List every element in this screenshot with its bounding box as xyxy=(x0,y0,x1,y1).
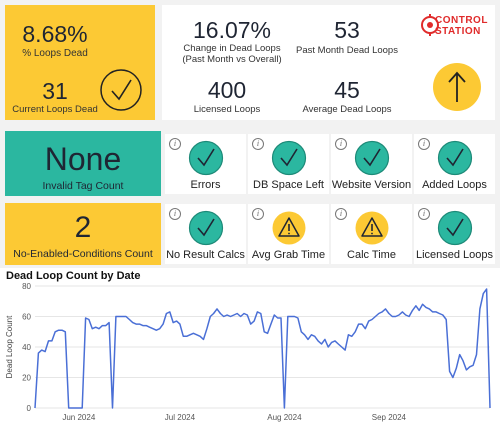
checkmark-icon xyxy=(99,68,143,117)
status-cell-no-result-calcs[interactable]: i No Result Calcs xyxy=(165,204,246,264)
no-enabled-panel: 2 No-Enabled-Conditions Count xyxy=(5,203,161,265)
status-label: No Result Calcs xyxy=(166,249,245,261)
y-tick-label: 60 xyxy=(22,313,31,322)
checkmark-icon xyxy=(188,140,223,176)
warning-icon xyxy=(272,211,305,245)
chart-title: Dead Loop Count by Date xyxy=(6,270,141,282)
info-icon[interactable]: i xyxy=(169,208,181,220)
x-tick-label: Aug 2024 xyxy=(267,413,302,422)
checkmark-icon xyxy=(188,210,223,246)
status-label: Errors xyxy=(190,179,221,191)
logo-line1: CONTROL xyxy=(435,15,488,26)
chart-panel: Dead Loop Count by Date 0 20 40 60 80 Jun 202… xyxy=(0,268,500,426)
y-tick-label: 20 xyxy=(22,374,31,383)
change-in-dead-label-2: (Past Month vs Overall) xyxy=(182,54,282,65)
info-icon[interactable]: i xyxy=(335,138,347,150)
y-tick-label: 0 xyxy=(27,404,32,413)
status-label: Licensed Loops xyxy=(415,249,494,261)
info-icon[interactable]: i xyxy=(252,138,264,150)
y-tick-label: 40 xyxy=(22,343,31,352)
invalid-tags-panel: None Invalid Tag Count xyxy=(5,131,161,196)
status-label: Added Loops xyxy=(422,179,487,191)
x-tick-label: Jul 2024 xyxy=(165,413,196,422)
kpi-panel-left: 8.68% % Loops Dead 31 Current Loops Dead xyxy=(5,5,155,120)
licensed-loops-label: Licensed Loops xyxy=(193,104,261,115)
loops-dead-pct-value: 8.68% xyxy=(22,21,88,47)
no-enabled-label: No-Enabled-Conditions Count xyxy=(13,248,153,260)
y-axis-label: Dead Loop Count xyxy=(5,315,14,378)
status-cell-website-version[interactable]: i Website Version xyxy=(331,134,412,194)
status-cell-licensed-loops[interactable]: i Licensed Loops xyxy=(414,204,495,264)
checkmark-icon xyxy=(437,140,472,176)
status-cell-errors[interactable]: i Errors xyxy=(165,134,246,194)
series-line-dead-loops xyxy=(34,288,491,409)
x-tick-label: Jun 2024 xyxy=(62,413,95,422)
status-cell-calc-time[interactable]: i Calc Time xyxy=(331,204,412,264)
past-month-dead-value: 53 xyxy=(334,17,360,43)
checkmark-icon xyxy=(271,140,306,176)
no-enabled-value: 2 xyxy=(74,211,92,244)
status-cell-added-loops[interactable]: i Added Loops xyxy=(414,134,495,194)
current-loops-dead-value: 31 xyxy=(42,78,68,104)
info-icon[interactable]: i xyxy=(418,208,430,220)
status-label: Calc Time xyxy=(347,249,396,261)
checkmark-icon xyxy=(354,140,389,176)
info-icon[interactable]: i xyxy=(335,208,347,220)
info-icon[interactable]: i xyxy=(252,208,264,220)
y-tick-label: 80 xyxy=(22,282,31,291)
info-icon[interactable]: i xyxy=(169,138,181,150)
info-icon[interactable]: i xyxy=(418,138,430,150)
invalid-tags-label: Invalid Tag Count xyxy=(42,180,124,192)
change-in-dead-label-1: Change in Dead Loops xyxy=(183,43,281,54)
licensed-loops-value: 400 xyxy=(207,77,247,103)
invalid-tags-value: None xyxy=(44,141,122,177)
control-station-logo: CONTROL STATION xyxy=(420,11,492,41)
past-month-dead-label: Past Month Dead Loops xyxy=(296,45,398,56)
status-label: DB Space Left xyxy=(253,179,324,191)
status-label: Avg Grab Time xyxy=(251,249,326,261)
arrow-up-icon xyxy=(432,62,482,117)
checkmark-icon xyxy=(437,210,472,246)
status-cell-db-space-left[interactable]: i DB Space Left xyxy=(248,134,329,194)
status-cell-avg-grab-time[interactable]: i Avg Grab Time xyxy=(248,204,329,264)
average-dead-value: 45 xyxy=(334,77,360,103)
kpi-panel-right: 16.07% Change in Dead Loops (Past Month … xyxy=(162,5,495,120)
warning-icon xyxy=(355,211,388,245)
x-tick-label: Sep 2024 xyxy=(372,413,407,422)
current-loops-dead-label: Current Loops Dead xyxy=(12,104,98,115)
status-label: Website Version xyxy=(331,179,412,191)
dead-loop-chart: 0 20 40 60 80 Jun 2024 Jul 2024 Aug 2024 Sep 202… xyxy=(5,282,491,422)
average-dead-label: Average Dead Loops xyxy=(302,104,392,115)
loops-dead-pct-label: % Loops Dead xyxy=(22,48,88,59)
change-in-dead-value: 16.07% xyxy=(192,17,271,43)
logo-line2: STATION xyxy=(435,26,481,37)
